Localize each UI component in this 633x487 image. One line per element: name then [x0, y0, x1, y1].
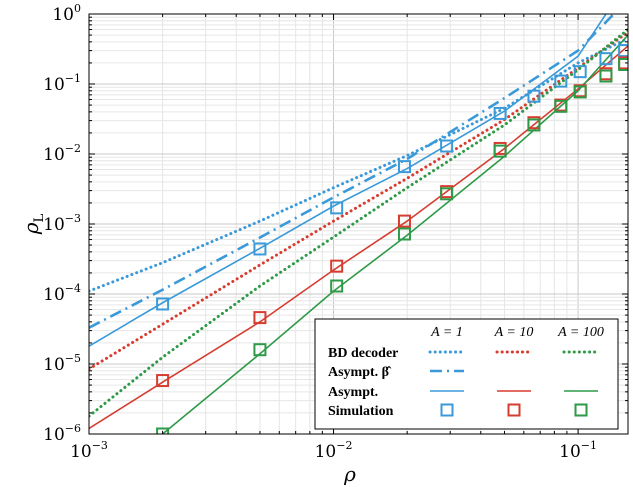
- y-tick-label: 10−5: [43, 352, 81, 375]
- x-tick-label-exp: −1: [581, 439, 597, 452]
- simulation-point-a1: [330, 201, 344, 215]
- y-tick-label: 10−1: [43, 72, 81, 95]
- simulation-point-a1: [527, 89, 541, 103]
- legend-swatch-sim-a10: [507, 403, 521, 417]
- y-tick-label: 10−4: [43, 282, 81, 305]
- x-tick-label: 10−1: [559, 439, 597, 462]
- simulation-point-a100: [440, 187, 454, 201]
- simulation-point-a1: [493, 106, 507, 120]
- series-line-asympt-a-1: [89, 14, 607, 347]
- legend-row-bd-decoder: BD decoder: [328, 346, 398, 361]
- y-tick-label-base: 10: [43, 215, 65, 235]
- simulation-point-a1: [397, 160, 411, 174]
- y-tick-label-base: 10: [43, 145, 65, 165]
- simulation-point-a100: [527, 118, 541, 132]
- legend-swatches: [428, 350, 600, 417]
- y-axis-label: ρL: [19, 213, 47, 235]
- y-tick-label-base: 10: [43, 285, 65, 305]
- y-tick-label-base: 10: [43, 355, 65, 375]
- x-tick-label: 10−3: [70, 439, 108, 462]
- simulation-point-a1: [156, 297, 170, 311]
- y-tick-label: 100: [52, 2, 81, 25]
- series-line-asympt-a-100: [162, 34, 628, 434]
- simulation-point-a1: [440, 139, 454, 153]
- y-tick-label-exp: −4: [65, 282, 81, 295]
- simulation-point-a100: [493, 144, 507, 158]
- x-tick-label-base: 10: [315, 442, 337, 462]
- y-tick-label: 10−3: [43, 212, 81, 235]
- simulation-point-a1: [573, 65, 587, 79]
- simulation-point-a1: [554, 74, 568, 88]
- y-axis-label-main: ρ: [19, 222, 43, 235]
- legend-row-asympt: Asympt.: [328, 385, 378, 400]
- x-axis-label: ρ: [343, 462, 356, 486]
- simulation-point-a100: [397, 227, 411, 241]
- legend: A = 1 A = 10 A = 100 BD decoder Asympt. …: [314, 318, 619, 430]
- x-tick-label-base: 10: [559, 442, 581, 462]
- legend-row-asympt-beta: Asympt. β̂: [328, 365, 392, 380]
- legend-row-simulation: Simulation: [328, 404, 394, 419]
- simulation-point-a100: [573, 85, 587, 99]
- y-tick-label: 10−2: [43, 142, 81, 165]
- series-line-bd-decoder-a-100: [89, 28, 628, 418]
- simulation-point-a100: [330, 279, 344, 293]
- x-tick-label-exp: −2: [336, 439, 352, 452]
- simulation-point-a100: [253, 343, 267, 357]
- series-markers: [156, 44, 628, 434]
- simulation-point-a10: [253, 311, 267, 325]
- y-tick-label-base: 10: [43, 75, 65, 95]
- legend-swatch-sim-a100: [574, 403, 588, 417]
- y-axis-label-group: ρL: [19, 213, 47, 235]
- y-tick-label-exp: −1: [65, 72, 81, 85]
- series-line-asympt-beta-hat-a-1: [89, 14, 615, 329]
- simulation-point-a1: [618, 44, 628, 58]
- y-axis-label-subscript: L: [32, 213, 47, 222]
- simulation-point-a1: [599, 52, 613, 66]
- simulation-point-a10: [397, 214, 411, 228]
- simulation-point-a10: [156, 374, 170, 388]
- legend-col-a1: A = 1: [430, 325, 463, 340]
- y-tick-label-exp: −3: [65, 212, 81, 225]
- x-tick-label-exp: −3: [92, 439, 108, 452]
- simulation-point-a100: [554, 99, 568, 113]
- legend-box: [314, 318, 619, 430]
- simulation-point-a10: [330, 259, 344, 273]
- axis-ticks: [88, 13, 628, 435]
- y-tick-label-exp: −5: [65, 352, 81, 365]
- y-tick-label-base: 10: [43, 425, 65, 445]
- legend-col-a10: A = 10: [494, 325, 534, 340]
- simulation-point-a1: [253, 242, 267, 256]
- simulation-point-a100: [599, 69, 613, 83]
- y-tick-label-exp: 0: [74, 2, 81, 15]
- y-tick-label-exp: −2: [65, 142, 81, 155]
- y-tick-label-exp: −6: [65, 422, 81, 435]
- legend-col-a100: A = 100: [557, 325, 604, 340]
- simulation-point-a100: [156, 427, 170, 434]
- simulation-point-a100: [618, 57, 628, 71]
- series-line-bd-decoder-a-1: [89, 36, 628, 293]
- x-tick-label: 10−2: [315, 439, 353, 462]
- legend-swatch-sim-a1: [440, 403, 454, 417]
- y-tick-label: 10−6: [43, 422, 81, 445]
- y-tick-label-base: 10: [52, 5, 74, 25]
- x-tick-label-base: 10: [70, 442, 92, 462]
